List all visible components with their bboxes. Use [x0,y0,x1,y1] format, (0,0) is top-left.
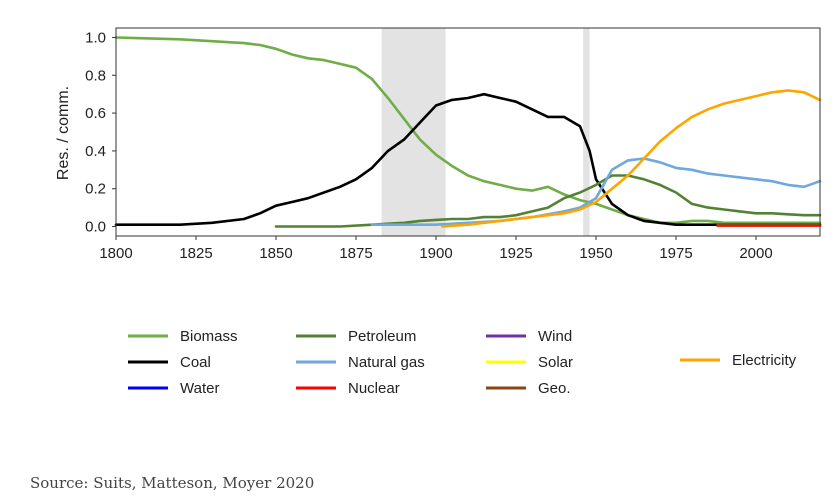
plot-area-frame [115,27,821,237]
legend-label-solar: Solar [538,354,573,371]
x-tick-label: 1800 [99,245,132,262]
legend-label-water: Water [180,380,219,397]
legend-label-nuclear: Nuclear [348,380,400,397]
shaded-region-1 [583,28,590,236]
source-note: Source: Suits, Matteson, Moyer 2020 [30,474,315,492]
series-lines [114,36,822,228]
x-tick-label: 1875 [339,245,372,262]
legend-label-electricity: Electricity [732,352,797,369]
legend-label-coal: Coal [180,354,211,371]
y-tick-label: 0.8 [85,67,106,84]
series-line-biomass [114,36,822,225]
x-tick-label: 1950 [579,245,612,262]
x-tick-label: 1925 [499,245,532,262]
x-tick-label: 2000 [739,245,772,262]
y-tick-label: 0.4 [85,143,106,160]
x-tick-label: 1975 [659,245,692,262]
legend-label-wind: Wind [538,328,572,345]
x-tick-label: 1825 [179,245,212,262]
x-axis: 1800 1825 1850 1875 1900 1925 1950 1975 2000 [99,236,773,262]
x-tick-label: 1900 [419,245,452,262]
y-tick-label: 0.6 [85,105,106,122]
series-line-coal [114,92,822,226]
y-tick-label: 1.0 [85,29,106,46]
y-tick-label: 0.2 [85,181,106,198]
y-tick-label: 0.0 [85,219,106,236]
legend-label-biomass: Biomass [180,328,238,345]
legend-label-natural-gas: Natural gas [348,354,425,371]
y-axis: 0.0 0.2 0.4 0.6 0.8 1.0 [85,29,116,236]
energy-share-chart: 1800 1825 1850 1875 1900 1925 1950 1975 2000 0.0… [55,27,822,397]
x-tick-label: 1850 [259,245,292,262]
legend: Biomass Coal Water Petroleum Natural gas Nucl… [128,328,797,397]
legend-label-geo: Geo. [538,380,571,397]
legend-label-petroleum: Petroleum [348,328,416,345]
y-axis-label: Res. / comm. [55,86,72,180]
series-line-electricity [441,89,822,228]
series-line-petroleum [274,174,822,228]
